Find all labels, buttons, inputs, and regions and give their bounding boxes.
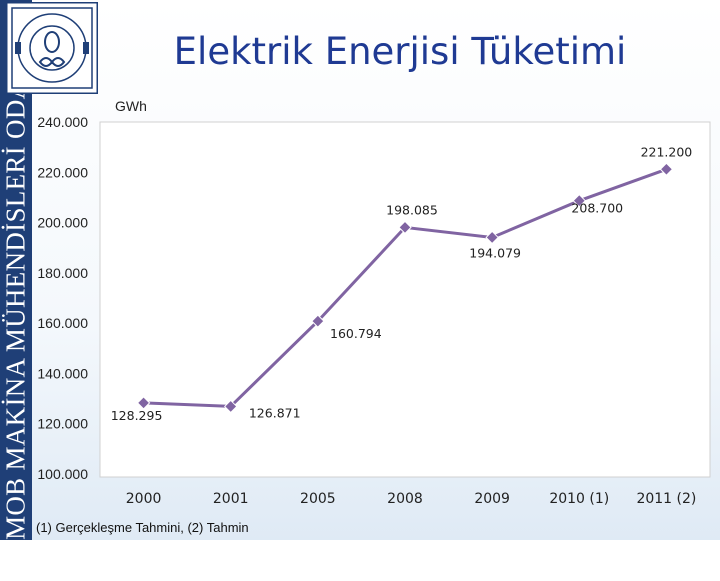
footnote: (1) Gerçekleşme Tahmini, (2) Tahmin: [36, 520, 249, 535]
data-label: 194.079: [469, 245, 521, 260]
y-axis: 100.000 120.000 140.000 160.000 180.000 200.0…: [37, 114, 88, 482]
x-tick-label: 2011 (2): [636, 491, 696, 507]
x-axis: 2000 2001 2005 2008 2009 2010 (1) 2011 (2): [126, 491, 697, 507]
x-tick-label: 2000: [126, 491, 162, 507]
y-tick-label: 220.000: [37, 164, 88, 180]
x-tick-label: 2001: [213, 491, 249, 507]
data-point-marker: [485, 230, 499, 245]
data-label: 128.295: [111, 408, 163, 423]
x-tick-label: 2008: [387, 491, 423, 507]
y-unit-label: GWh: [115, 98, 147, 114]
data-point-marker: [659, 162, 674, 176]
data-point-marker: [136, 396, 151, 410]
tmmob-logo: [6, 2, 98, 94]
series-markers: [136, 162, 674, 414]
y-tick-label: 160.000: [37, 315, 88, 331]
data-point-marker: [572, 193, 586, 208]
data-label: 208.700: [571, 201, 623, 216]
y-tick-label: 140.000: [37, 365, 88, 381]
data-point-marker: [224, 399, 238, 414]
chart-title: Elektrik Enerjisi Tüketimi: [173, 30, 627, 73]
x-tick-label: 2005: [300, 491, 336, 507]
y-tick-label: 180.000: [37, 265, 88, 281]
data-label: 198.085: [386, 202, 438, 217]
plot-area: [99, 121, 711, 478]
data-point-marker: [311, 314, 325, 328]
y-tick-label: 120.000: [37, 416, 88, 432]
data-labels: 128.295 126.871 160.794 198.085 194.079 208.7…: [111, 144, 693, 423]
data-label: 126.871: [249, 405, 301, 420]
data-point-marker: [398, 220, 412, 235]
y-tick-label: 100.000: [37, 466, 88, 482]
x-tick-label: 2010 (1): [549, 491, 609, 507]
x-tick-label: 2009: [474, 491, 510, 507]
data-label: 160.794: [330, 326, 382, 341]
line-chart: 100.000 120.000 140.000 160.000 180.000 200.0…: [37, 114, 711, 507]
y-tick-label: 240.000: [37, 114, 88, 130]
data-label: 221.200: [641, 144, 693, 159]
y-tick-label: 200.000: [37, 215, 88, 231]
